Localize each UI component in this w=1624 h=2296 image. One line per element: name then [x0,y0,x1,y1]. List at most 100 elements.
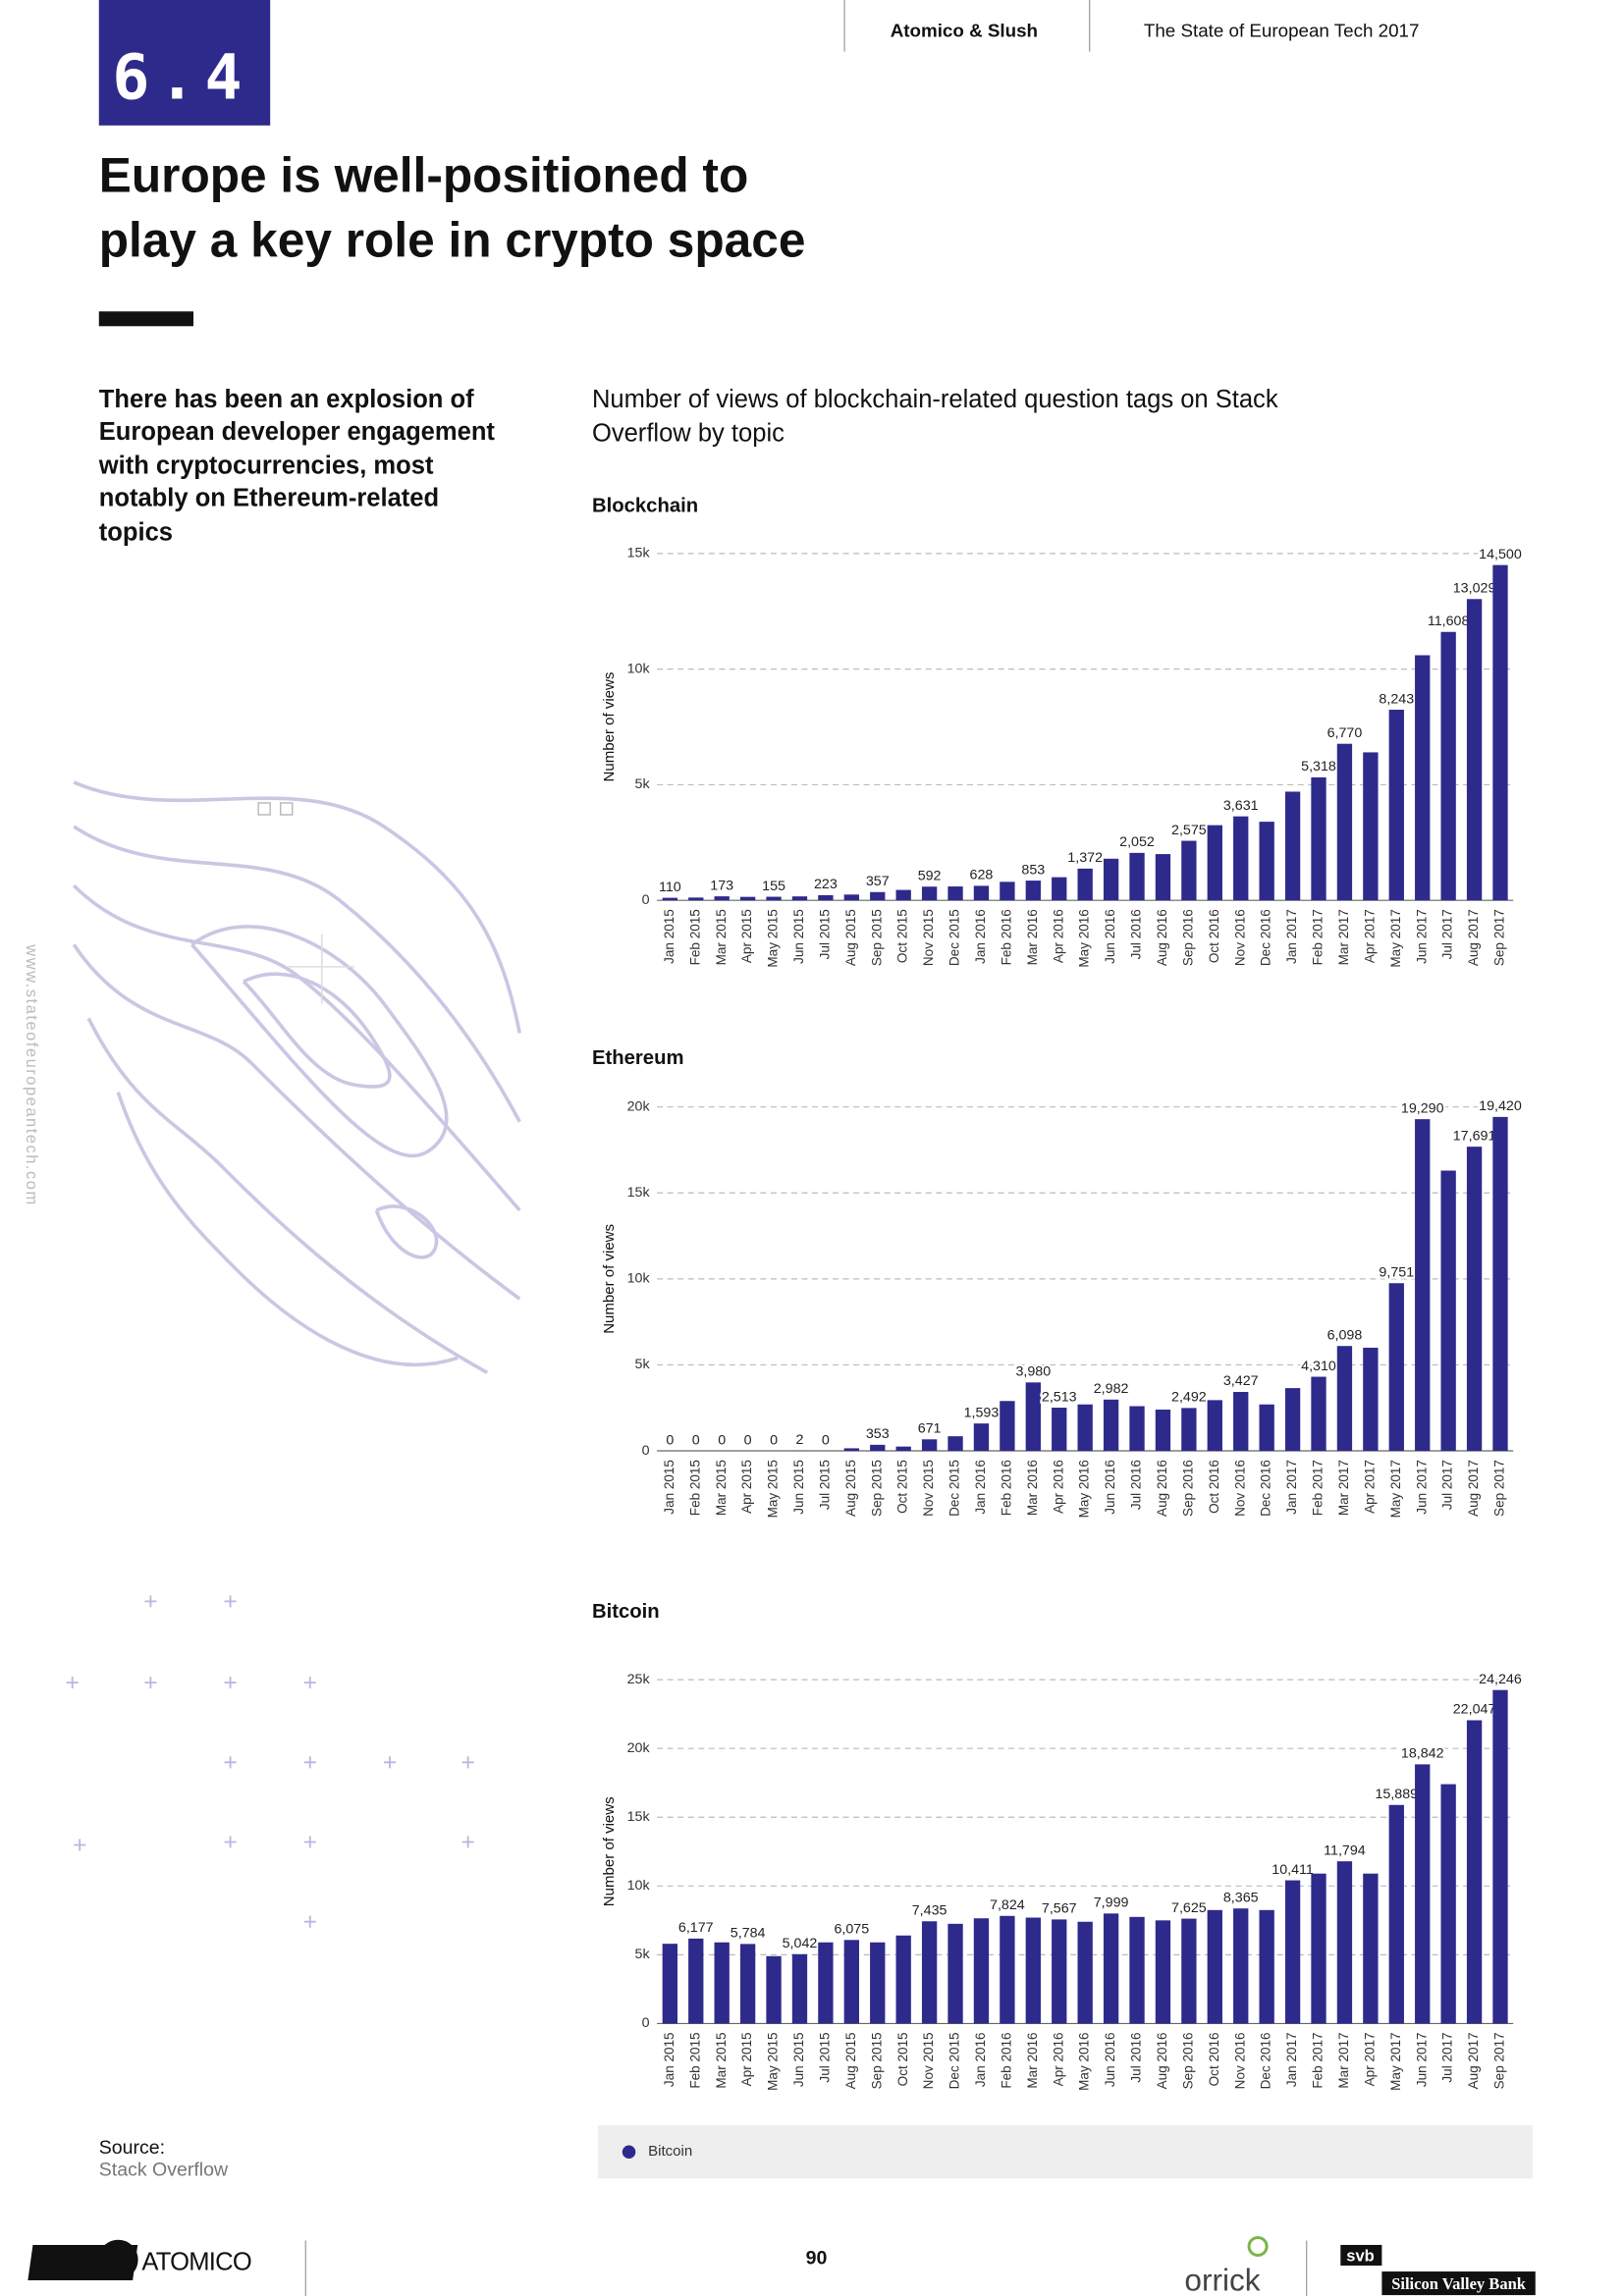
x-tick-label: Apr 2017 [1362,1460,1377,1514]
value-label: 110 [659,880,681,895]
bar [921,1439,938,1452]
value-label: 0 [718,1432,726,1448]
bar [1284,1388,1301,1452]
x-tick-label: Nov 2015 [921,1460,936,1517]
value-label: 0 [822,1432,830,1448]
bar [1129,1406,1145,1452]
bar [1336,1861,1353,2024]
bar [1466,1720,1483,2024]
x-tick-label: Nov 2015 [921,909,936,966]
bar [1077,1921,1093,2024]
bar [843,1940,859,2024]
bar [1492,564,1508,901]
x-tick-label: Mar 2015 [714,909,729,965]
bar [1336,1346,1353,1452]
x-tick-label: May 2016 [1077,1460,1092,1518]
x-tick-label: Nov 2016 [1232,1460,1247,1517]
y-tick-label: 25k [627,1672,651,1687]
x-tick-label: Aug 2016 [1155,2032,1169,2089]
x-tick-label: Dec 2015 [947,909,962,966]
decoration [66,780,522,1928]
x-tick-label: Jul 2016 [1129,909,1144,959]
value-label: 0 [666,1432,674,1448]
bar [1440,1784,1456,2024]
bar [1415,1119,1431,1452]
y-tick-label: 20k [627,1098,651,1114]
bar [1440,1170,1456,1452]
x-tick-label: Jan 2017 [1284,909,1299,964]
y-tick-label: 0 [642,892,650,908]
x-tick-label: Jan 2017 [1284,1460,1299,1515]
x-tick-label: Mar 2015 [714,2032,729,2088]
x-tick-label: Aug 2015 [843,909,858,966]
x-tick-label: Feb 2015 [687,1460,702,1516]
value-label: 592 [918,868,942,883]
value-label: 3,427 [1223,1373,1259,1389]
value-label: 853 [1021,862,1045,878]
bar [973,1918,990,2024]
bar [1181,840,1197,901]
x-tick-label: May 2016 [1077,909,1092,967]
bar [921,886,938,901]
x-tick-label: Feb 2017 [1311,1460,1326,1516]
y-tick-label: 5k [635,1357,651,1372]
bar [1207,825,1222,901]
x-tick-label: Sep 2015 [869,909,884,966]
value-label: 13,029 [1453,581,1496,597]
bar [921,1921,938,2024]
source-value: Stack Overflow [99,2159,229,2180]
x-tick-label: Jan 2017 [1284,2032,1299,2087]
bar [1363,752,1379,901]
chart-title: Ethereum [592,1047,684,1069]
bar [1025,881,1041,901]
legend-marker [622,2145,636,2160]
x-tick-label: Mar 2016 [1025,2032,1040,2088]
bar [1155,854,1171,901]
bar [739,896,756,901]
bar [1103,858,1119,901]
header-left: Atomico & Slush [891,21,1038,41]
chart-title: Bitcoin [592,1601,660,1623]
bar [714,896,730,901]
x-tick-label: May 2015 [766,2032,781,2090]
svb-badge [1340,2244,1382,2267]
bar [947,1436,963,1452]
bar [1000,1401,1015,1452]
value-label: 3,980 [1015,1364,1051,1380]
bar [1207,1400,1222,1452]
value-label: 15,889 [1375,1787,1418,1802]
x-tick-label: Jul 2017 [1440,2032,1455,2082]
value-label: 4,310 [1301,1359,1336,1374]
x-tick-label: Apr 2015 [739,909,754,963]
x-tick-label: Dec 2016 [1259,2032,1273,2089]
value-label: 671 [918,1421,942,1437]
value-label: 155 [762,879,785,894]
x-tick-label: Jan 2016 [973,2032,988,2087]
bar [766,896,782,901]
bar [791,896,808,901]
value-label: 6,177 [678,1920,714,1936]
value-label: 2,982 [1094,1381,1129,1397]
x-tick-label: Sep 2017 [1492,1460,1507,1517]
intro-text: with cryptocurrencies, most [98,453,434,480]
bar [1492,1689,1508,2024]
x-tick-label: Jul 2017 [1440,909,1455,959]
bar [1284,791,1301,901]
bar [714,1942,730,2024]
value-label: 5,318 [1301,759,1336,774]
value-label: 353 [866,1426,890,1442]
value-label: 5,784 [731,1926,766,1942]
value-label: 11,794 [1324,1842,1366,1858]
x-tick-label: Aug 2016 [1155,1460,1169,1517]
x-tick-label: Oct 2015 [895,909,910,963]
value-label: 223 [814,877,838,892]
bar [1388,710,1404,901]
value-label: 10,411 [1272,1862,1314,1878]
intro-text: notably on Ethereum-related [99,485,439,512]
x-tick-label: Feb 2015 [687,909,702,965]
x-tick-label: Feb 2016 [999,909,1013,965]
y-tick-label: 15k [627,1809,651,1825]
y-tick-label: 10k [627,1878,651,1894]
bar [818,1942,834,2024]
bar [1466,1147,1483,1452]
